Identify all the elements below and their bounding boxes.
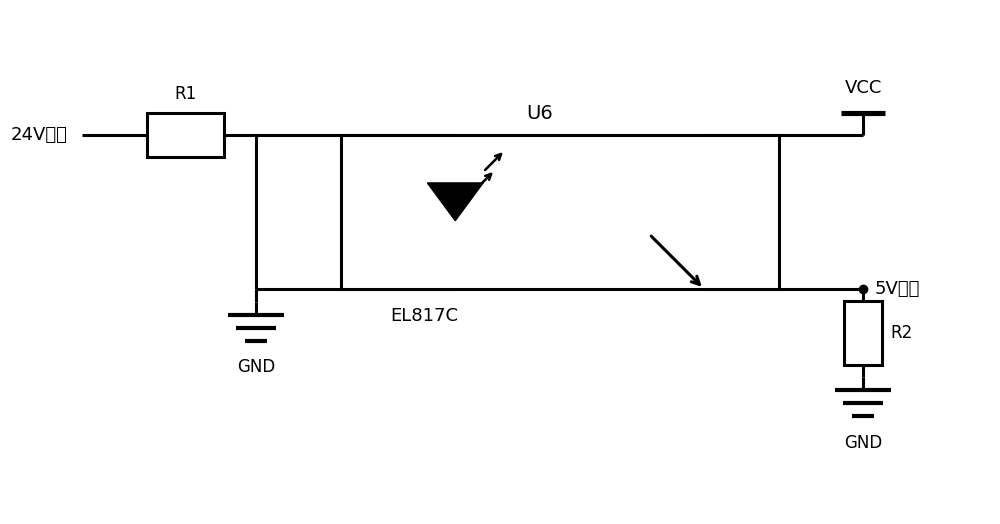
Bar (341, 135, 779, 289)
Text: 24V信号: 24V信号 (11, 126, 67, 144)
Text: VCC: VCC (844, 79, 882, 97)
Text: GND: GND (844, 434, 882, 452)
Text: R1: R1 (175, 85, 197, 103)
Text: U6: U6 (526, 104, 553, 123)
Bar (147, 113, 224, 157)
Bar (844, 301, 882, 365)
Text: GND: GND (237, 358, 275, 376)
Text: 5V信号: 5V信号 (875, 280, 920, 298)
Text: EL817C: EL817C (391, 307, 459, 325)
Text: R2: R2 (890, 324, 912, 342)
Polygon shape (427, 183, 483, 221)
